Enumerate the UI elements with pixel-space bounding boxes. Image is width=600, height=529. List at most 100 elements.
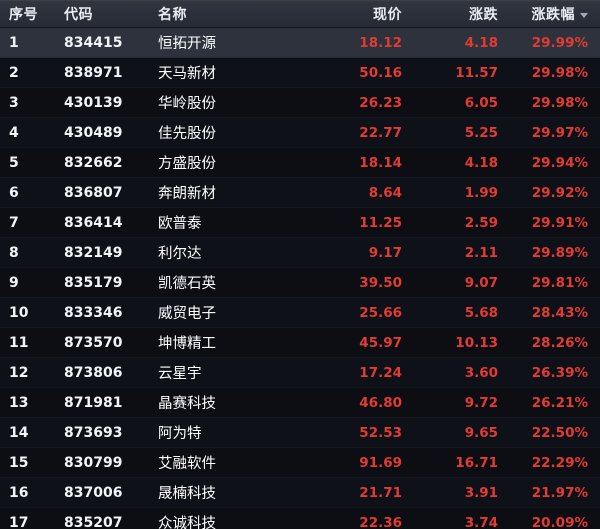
- cell-price: 9.17: [368, 244, 402, 261]
- table-row[interactable]: 8 832149 利尔达 9.17 2.11 29.89%: [0, 238, 600, 268]
- cell-change: 9.65: [464, 424, 498, 441]
- cell-index: 4: [9, 124, 19, 141]
- cell-change-percent: 28.26%: [531, 334, 588, 351]
- cell-code: 873806: [64, 364, 123, 381]
- column-header-name[interactable]: 名称: [158, 7, 187, 23]
- column-header-change[interactable]: 涨跌: [469, 7, 498, 23]
- table-row[interactable]: 15 830799 艾融软件 91.69 16.71 22.29%: [0, 448, 600, 478]
- cell-change: 3.60: [464, 364, 498, 381]
- cell-change: 9.72: [464, 394, 498, 411]
- cell-name: 佳先股份: [158, 126, 216, 142]
- cell-change-percent: 29.98%: [531, 64, 588, 81]
- cell-change-percent: 29.89%: [531, 244, 588, 261]
- cell-price: 91.69: [359, 454, 402, 471]
- column-header-price[interactable]: 现价: [373, 7, 402, 23]
- cell-change-percent: 26.39%: [531, 364, 588, 381]
- cell-change: 11.57: [455, 64, 498, 81]
- cell-code: 835207: [64, 514, 123, 529]
- cell-change: 3.74: [464, 514, 498, 529]
- cell-change: 6.05: [464, 94, 498, 111]
- cell-price: 17.24: [359, 364, 402, 381]
- cell-index: 10: [9, 304, 29, 321]
- cell-change-percent: 21.97%: [531, 484, 588, 501]
- cell-index: 6: [9, 184, 19, 201]
- cell-name: 天马新材: [158, 66, 216, 82]
- chevron-down-icon: [580, 12, 588, 18]
- cell-index: 17: [9, 514, 29, 529]
- cell-code: 836414: [64, 214, 123, 231]
- cell-code: 833346: [64, 304, 123, 321]
- table-row[interactable]: 10 833346 威贸电子 25.66 5.68 28.43%: [0, 298, 600, 328]
- cell-change-percent: 22.29%: [531, 454, 588, 471]
- cell-code: 873693: [64, 424, 123, 441]
- cell-name: 阿为特: [158, 426, 202, 442]
- cell-change-percent: 20.09%: [531, 514, 588, 529]
- cell-code: 838971: [64, 64, 123, 81]
- cell-price: 22.77: [359, 124, 402, 141]
- cell-code: 837006: [64, 484, 123, 501]
- cell-change: 16.71: [455, 454, 498, 471]
- cell-name: 欧普泰: [158, 216, 202, 232]
- cell-name: 恒拓开源: [158, 36, 216, 52]
- table-row[interactable]: 7 836414 欧普泰 11.25 2.59 29.91%: [0, 208, 600, 238]
- table-row[interactable]: 16 837006 晟楠科技 21.71 3.91 21.97%: [0, 478, 600, 508]
- cell-change-percent: 29.94%: [531, 154, 588, 171]
- cell-code: 873570: [64, 334, 123, 351]
- cell-name: 艾融软件: [158, 456, 216, 472]
- cell-price: 11.25: [359, 214, 402, 231]
- table-row[interactable]: 11 873570 坤博精工 45.97 10.13 28.26%: [0, 328, 600, 358]
- cell-index: 8: [9, 244, 19, 261]
- table-row[interactable]: 4 430489 佳先股份 22.77 5.25 29.97%: [0, 118, 600, 148]
- cell-change-percent: 22.50%: [531, 424, 588, 441]
- cell-code: 871981: [64, 394, 123, 411]
- cell-change-percent: 29.99%: [531, 34, 588, 51]
- cell-name: 云星宇: [158, 366, 202, 382]
- cell-code: 834415: [64, 34, 123, 51]
- table-row[interactable]: 17 835207 众诚科技 22.36 3.74 20.09%: [0, 508, 600, 529]
- cell-price: 45.97: [359, 334, 402, 351]
- cell-code: 830799: [64, 454, 123, 471]
- cell-change-percent: 29.97%: [531, 124, 588, 141]
- column-header-change-percent-label: 涨跌幅: [531, 7, 575, 23]
- table-row[interactable]: 5 832662 方盛股份 18.14 4.18 29.94%: [0, 148, 600, 178]
- cell-price: 21.71: [359, 484, 402, 501]
- cell-name: 利尔达: [158, 246, 202, 262]
- column-header-index[interactable]: 序号: [9, 7, 38, 23]
- table-row[interactable]: 3 430139 华岭股份 26.23 6.05 29.98%: [0, 88, 600, 118]
- cell-change-percent: 29.91%: [531, 214, 588, 231]
- cell-name: 坤博精工: [158, 336, 216, 352]
- table-row[interactable]: 6 836807 奔朗新材 8.64 1.99 29.92%: [0, 178, 600, 208]
- table-row[interactable]: 12 873806 云星宇 17.24 3.60 26.39%: [0, 358, 600, 388]
- table-row[interactable]: 9 835179 凯德石英 39.50 9.07 29.81%: [0, 268, 600, 298]
- table-row[interactable]: 1 834415 恒拓开源 18.12 4.18 29.99%: [0, 28, 600, 58]
- cell-index: 16: [9, 484, 29, 501]
- cell-price: 8.64: [368, 184, 402, 201]
- cell-change: 5.68: [464, 304, 498, 321]
- cell-price: 22.36: [359, 514, 402, 529]
- column-header-change-percent[interactable]: 涨跌幅: [502, 4, 600, 24]
- cell-name: 晶赛科技: [158, 396, 216, 412]
- cell-index: 14: [9, 424, 29, 441]
- cell-index: 12: [9, 364, 29, 381]
- cell-price: 50.16: [359, 64, 402, 81]
- table-row[interactable]: 14 873693 阿为特 52.53 9.65 22.50%: [0, 418, 600, 448]
- cell-index: 15: [9, 454, 29, 471]
- table-row[interactable]: 13 871981 晶赛科技 46.80 9.72 26.21%: [0, 388, 600, 418]
- cell-price: 52.53: [359, 424, 402, 441]
- cell-name: 方盛股份: [158, 156, 216, 172]
- table-header-row: 序号 代码 名称 现价 涨跌 涨跌幅: [0, 0, 600, 28]
- cell-change: 1.99: [464, 184, 498, 201]
- cell-index: 11: [9, 334, 29, 351]
- cell-name: 凯德石英: [158, 276, 216, 292]
- cell-change-percent: 29.81%: [531, 274, 588, 291]
- cell-price: 18.14: [359, 154, 402, 171]
- cell-index: 3: [9, 94, 19, 111]
- table-row[interactable]: 2 838971 天马新材 50.16 11.57 29.98%: [0, 58, 600, 88]
- cell-index: 5: [9, 154, 19, 171]
- cell-index: 2: [9, 64, 19, 81]
- cell-code: 832662: [64, 154, 123, 171]
- cell-change: 2.11: [464, 244, 498, 261]
- column-header-code[interactable]: 代码: [64, 7, 93, 23]
- cell-change-percent: 29.98%: [531, 94, 588, 111]
